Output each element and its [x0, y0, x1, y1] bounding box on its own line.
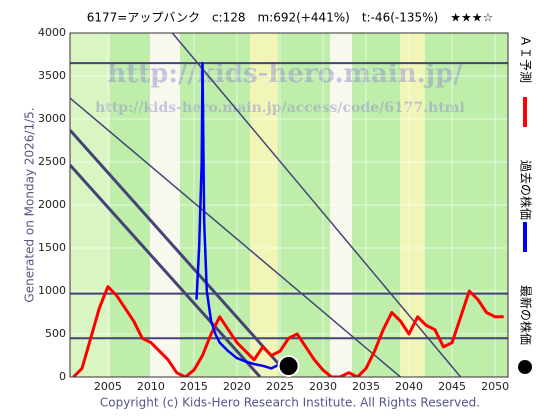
y-tick-label: 1500	[38, 241, 66, 254]
x-tick-label: 2020	[223, 380, 251, 393]
x-tick-label: 2025	[266, 380, 294, 393]
plot: http://kids-hero.main.jp/http://kids-her…	[70, 33, 508, 377]
series-line	[195, 61, 289, 370]
legend-label: ＡＩ予測	[519, 35, 533, 83]
plot-frame	[69, 32, 509, 378]
trend-line	[70, 97, 401, 377]
y-tick-label: 1000	[38, 284, 66, 297]
y-tick-label: 2500	[38, 155, 66, 168]
y-tick-label: 4000	[38, 26, 66, 39]
x-tick-label: 2050	[481, 380, 509, 393]
x-tick-label: 2015	[180, 380, 208, 393]
chart-title: 6177=アップバンク c:128 m:692(+441%) t:-46(-13…	[87, 11, 493, 25]
latest-point	[277, 354, 300, 377]
side-note: Generated on Monday 2026/1/5.	[23, 107, 37, 302]
x-tick-label: 2010	[137, 380, 165, 393]
x-tick-label: 2045	[438, 380, 466, 393]
y-tick-label: 500	[45, 327, 66, 340]
y-tick-label: 3000	[38, 112, 66, 125]
x-tick-label: 2040	[395, 380, 423, 393]
x-tick-label: 2005	[94, 380, 122, 393]
legend-label: 最新の株価	[519, 285, 534, 345]
y-tick-label: 3500	[38, 69, 66, 82]
series-line	[72, 285, 504, 377]
legend-label: 過去の株価	[519, 160, 534, 220]
trend-line	[70, 129, 292, 377]
trend-line	[70, 164, 262, 377]
y-tick-label: 0	[59, 370, 66, 383]
legend-swatch	[518, 360, 532, 374]
x-tick-label: 2030	[309, 380, 337, 393]
x-tick-label: 2035	[352, 380, 380, 393]
footer: Copyright (c) Kids-Hero Research Institu…	[100, 396, 480, 410]
y-tick-label: 2000	[38, 198, 66, 211]
trend-line	[171, 33, 462, 377]
